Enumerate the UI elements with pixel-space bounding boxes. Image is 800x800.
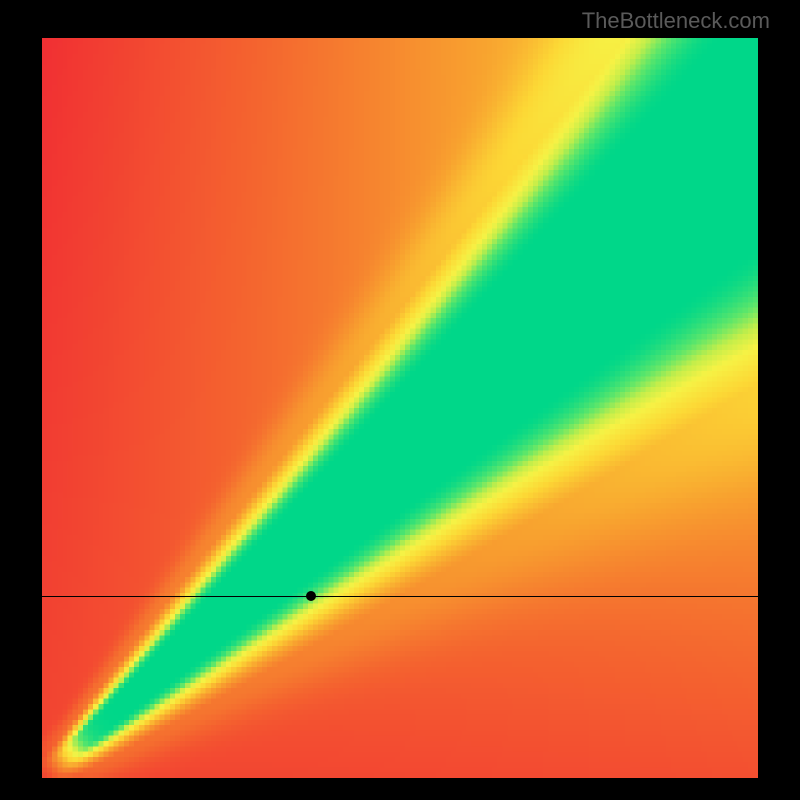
crosshair-marker: [306, 591, 316, 601]
watermark-text: TheBottleneck.com: [582, 8, 770, 34]
heatmap-canvas: [42, 38, 758, 778]
heatmap-plot: [42, 38, 758, 778]
crosshair-horizontal: [42, 596, 758, 597]
